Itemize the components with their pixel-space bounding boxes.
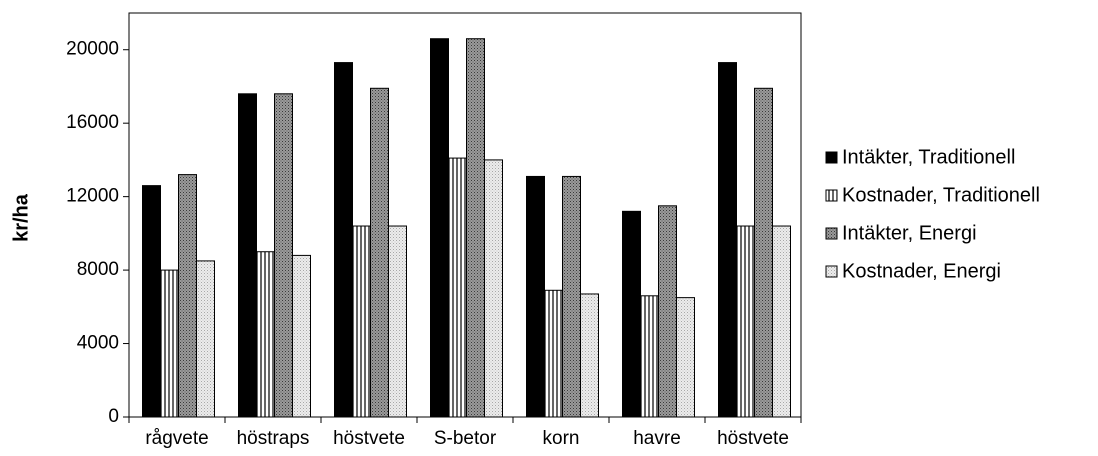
- bar-1-2: [238, 93, 257, 418]
- bar-4-7: [772, 225, 791, 418]
- x-tick-label: S-betor: [434, 428, 497, 449]
- legend-label-4: Kostnader, Energi: [842, 260, 1001, 282]
- x-tick-label: höstvete: [717, 428, 789, 449]
- bar-1-3: [334, 62, 353, 418]
- bar-2-7: [736, 225, 755, 418]
- bar-1-4: [430, 38, 449, 418]
- x-tick-label: höstvete: [333, 428, 405, 449]
- bar-4-3: [388, 225, 407, 418]
- y-tick-label: 4000: [77, 333, 119, 354]
- bar-1-6: [622, 210, 641, 418]
- y-tick-label: 16000: [66, 112, 119, 133]
- bar-2-4: [448, 157, 467, 418]
- bar-4-4: [484, 159, 503, 418]
- x-tick-label: rågvete: [145, 428, 208, 449]
- bar-2-2: [256, 251, 275, 418]
- legend-swatch-1: [825, 151, 838, 164]
- bar-3-6: [658, 205, 677, 418]
- bar-1-7: [718, 62, 737, 418]
- bar-1-1: [142, 185, 161, 418]
- legend-swatch-3: [825, 227, 838, 240]
- bar-4-2: [292, 254, 311, 418]
- bars: [142, 38, 791, 418]
- bar-3-1: [178, 174, 197, 418]
- x-tick-label: höstraps: [237, 428, 310, 449]
- legend-label-1: Intäkter, Traditionell: [842, 146, 1015, 168]
- x-tick-label: havre: [633, 428, 681, 449]
- x-axis: rågvete höstraps höstvete S-betor korn havre h…: [128, 417, 802, 449]
- bar-2-3: [352, 225, 371, 418]
- y-tick-label: 0: [108, 406, 119, 427]
- legend-swatch-2: [825, 189, 838, 202]
- bar-2-1: [160, 269, 179, 418]
- legend-label-3: Intäkter, Energi: [842, 222, 977, 244]
- bar-3-3: [370, 87, 389, 418]
- legend-swatch-4: [825, 265, 838, 278]
- bar-1-5: [526, 175, 545, 418]
- bar-3-7: [754, 87, 773, 418]
- bar-3-5: [562, 175, 581, 418]
- legend: Intäkter, Traditionell Kostnader, Traditi…: [825, 146, 1040, 282]
- y-axis-label: kr/ha: [10, 193, 32, 242]
- bar-2-6: [640, 295, 659, 418]
- y-tick-label: 20000: [66, 39, 119, 60]
- bar-3-4: [466, 38, 485, 418]
- legend-label-2: Kostnader, Traditionell: [842, 184, 1040, 206]
- bar-3-2: [274, 93, 293, 418]
- bar-4-5: [580, 293, 599, 418]
- y-axis: 0 4000 8000 12000 16000 20000: [66, 39, 129, 427]
- bar-4-6: [676, 297, 695, 418]
- bar-4-1: [196, 260, 215, 418]
- y-tick-label: 12000: [66, 186, 119, 207]
- y-tick-label: 8000: [77, 259, 119, 280]
- bar-2-5: [544, 289, 563, 418]
- x-tick-label: korn: [543, 428, 580, 449]
